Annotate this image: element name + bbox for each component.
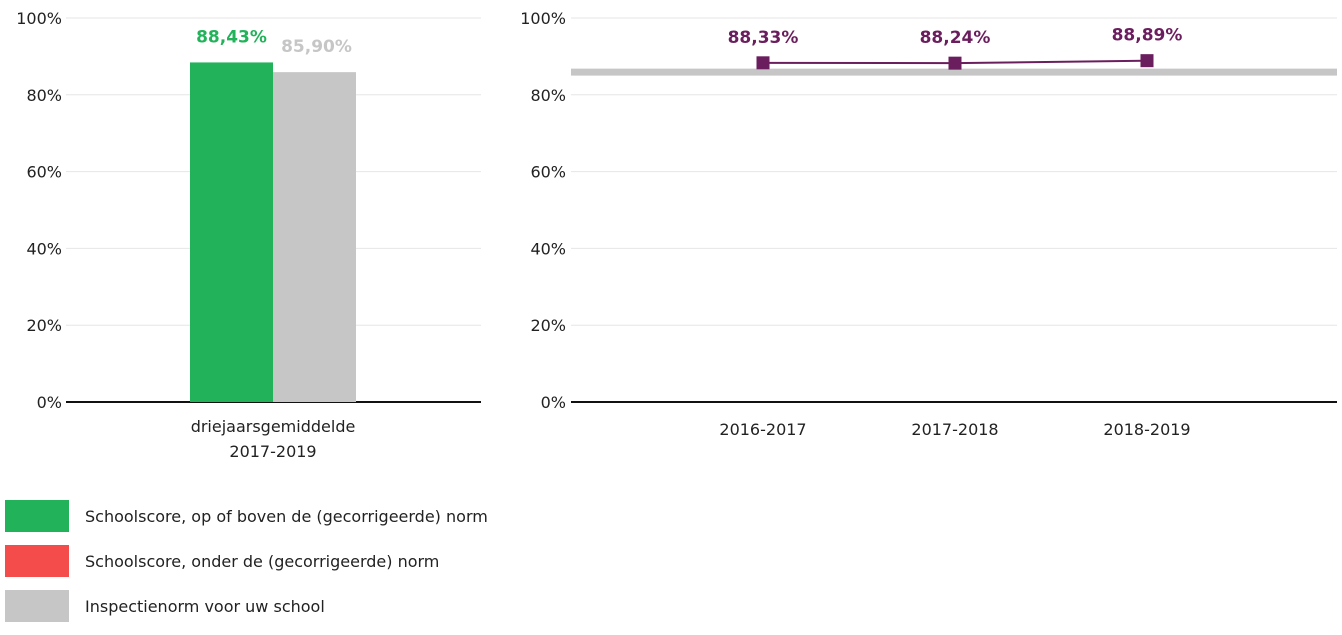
line-point-value-label: 88,33% (728, 28, 799, 48)
bar-norm (273, 72, 356, 403)
legend-swatch-above-norm (5, 500, 69, 532)
legend-item-above-norm: Schoolscore, op of boven de (gecorrigeer… (5, 500, 488, 532)
bar-category-label: driejaarsgemiddelde (191, 417, 356, 436)
line-point-marker (756, 56, 770, 70)
legend: Schoolscore, op of boven de (gecorrigeer… (5, 500, 488, 635)
bar-chart-y-tick-label: 60% (26, 163, 62, 182)
legend-swatch-norm (5, 590, 69, 622)
bar-value-label: 88,43% (196, 27, 267, 47)
bar-chart-y-tick-label: 100% (16, 9, 62, 28)
line-category-label: 2017-2018 (911, 420, 998, 439)
legend-item-norm: Inspectienorm voor uw school (5, 590, 488, 622)
line-chart-y-tick-label: 40% (530, 239, 566, 258)
line-category-label: 2018-2019 (1103, 420, 1190, 439)
legend-swatch-below-norm (5, 545, 69, 577)
line-point-marker (1140, 54, 1154, 68)
bar-chart-y-tick-label: 0% (37, 393, 62, 412)
line-category-label: 2016-2017 (719, 420, 806, 439)
line-point-value-label: 88,24% (920, 28, 991, 48)
legend-label-below-norm: Schoolscore, onder de (gecorrigeerde) no… (85, 551, 440, 571)
bar-chart-y-tick-label: 20% (26, 316, 62, 335)
bar-chart-y-tick-label: 80% (26, 86, 62, 105)
legend-item-below-norm: Schoolscore, onder de (gecorrigeerde) no… (5, 545, 488, 577)
legend-label-norm: Inspectienorm voor uw school (85, 596, 325, 616)
line-chart-y-tick-label: 60% (530, 163, 566, 182)
bar-chart-y-tick-label: 40% (26, 239, 62, 258)
bar-category-label: 2017-2019 (229, 442, 316, 461)
line-chart-y-tick-label: 80% (530, 86, 566, 105)
legend-label-above-norm: Schoolscore, op of boven de (gecorrigeer… (85, 506, 488, 526)
charts-area: 0% 20% 40% 60% 80% 100% 88,43% 85,90% driejaarsg… (16, 9, 1337, 461)
line-chart-y-tick-label: 20% (530, 316, 566, 335)
line-point-value-label: 88,89% (1112, 26, 1183, 46)
bar-value-label: 85,90% (281, 37, 352, 57)
line-chart-y-tick-label: 0% (541, 393, 566, 412)
bar-school-score (190, 62, 273, 402)
line-point-marker (948, 56, 962, 70)
line-chart-y-tick-label: 100% (520, 9, 566, 28)
